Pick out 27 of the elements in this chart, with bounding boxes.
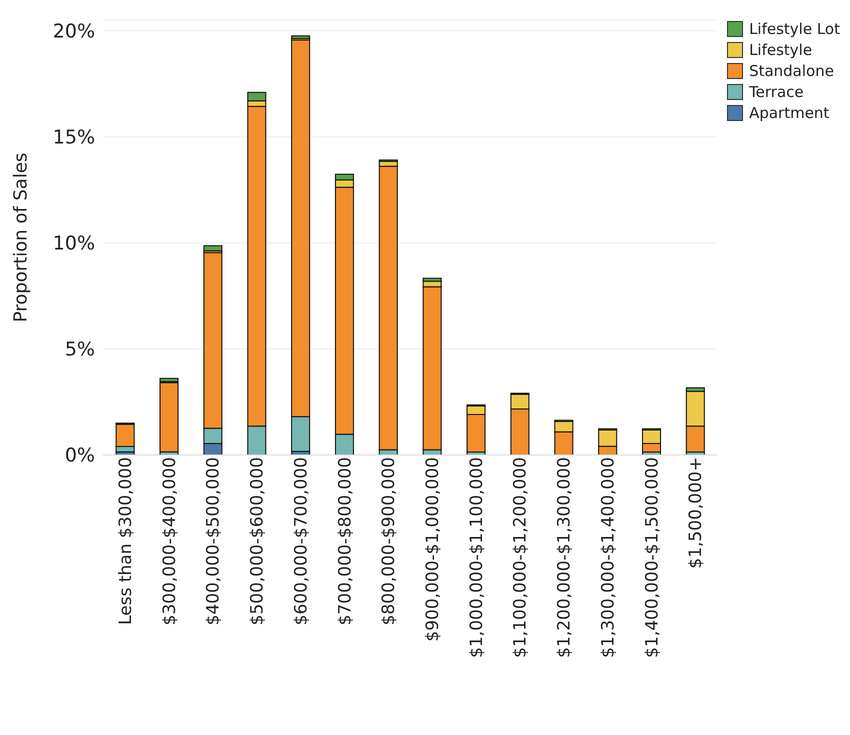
y-tick-label: 0% [64,444,95,467]
x-tick-label: $700,000-$800,000 [335,457,356,626]
y-axis-title: Proportion of Sales [10,152,32,322]
x-tick-label: $600,000-$700,000 [291,457,312,626]
y-tick-label: 5% [64,338,95,361]
x-tick-label: $300,000-$400,000 [160,457,180,626]
legend-label: Lifestyle Lot [749,20,840,38]
legend-label: Standalone [749,62,834,80]
x-tick-label: $1,200,000-$1,300,000 [554,457,575,658]
x-tick-label: $1,300,000-$1,400,000 [598,457,618,658]
x-tick-label: $900,000-$1,000,000 [423,457,444,642]
x-tick-label: $1,400,000-$1,500,000 [642,457,662,658]
y-tick-label: 15% [52,126,95,148]
x-tick-label: $500,000-$600,000 [248,457,268,626]
x-tick-label: $1,500,000+ [686,457,706,569]
y-tick-label: 10% [52,232,95,255]
x-tick-label: $400,000-$500,000 [204,457,224,626]
x-tick-label: $800,000-$900,000 [379,457,400,626]
legend-label: Terrace [749,83,804,101]
legend-label: Lifestyle [749,41,812,59]
x-tick-label: $1,000,000-$1,100,000 [466,457,487,658]
y-tick-label: 20% [52,20,95,42]
x-tick-label: $1,100,000-$1,200,000 [510,457,531,658]
bar [378,166,398,450]
legend-label: Apartment [749,104,830,122]
x-tick-label: Less than $300,000 [116,457,136,625]
bar [160,382,179,452]
